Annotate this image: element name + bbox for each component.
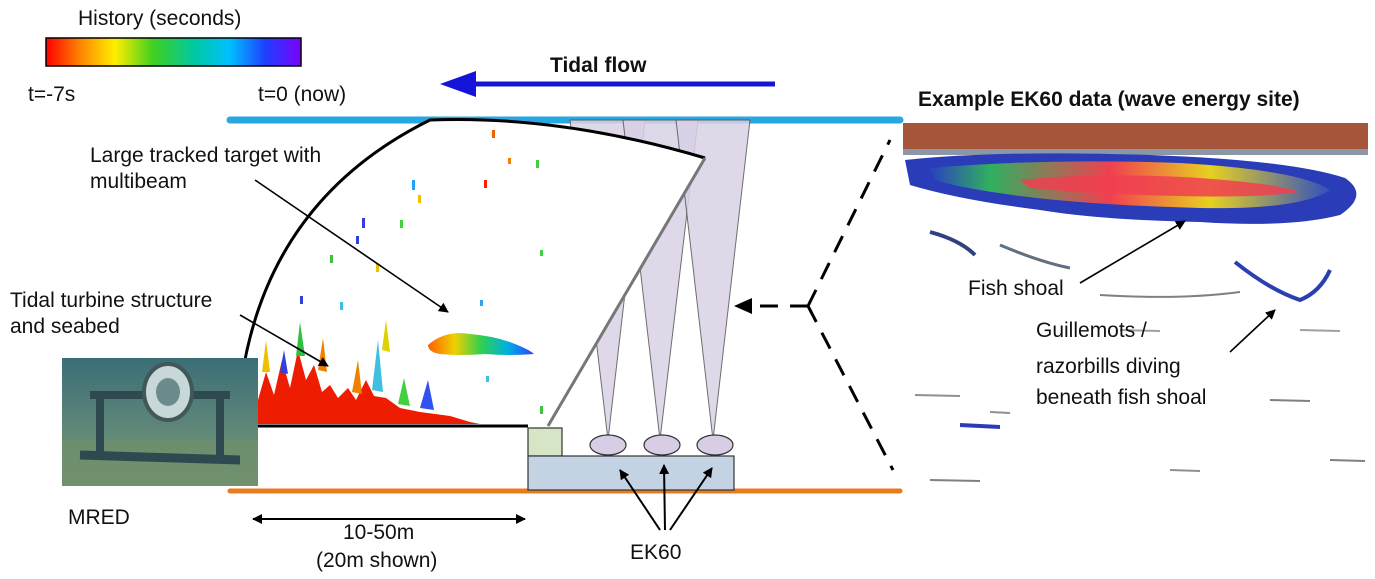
tidal-flow-label: Tidal flow	[550, 54, 647, 77]
ek60-transducer-3	[696, 434, 734, 456]
birds-label-line2: razorbills diving	[1036, 355, 1181, 378]
fish-shoal-pointer-arrow	[1079, 220, 1186, 284]
ek60-echogram	[903, 123, 1368, 490]
range-label-line2: (20m shown)	[316, 549, 438, 572]
seabed-returns	[240, 320, 480, 424]
echogram-callout	[734, 139, 895, 471]
legend-left-label: t=-7s	[28, 83, 76, 106]
turbine-label-line2: and seabed	[10, 315, 120, 338]
tidal-turbine-photo	[62, 358, 258, 486]
birds-label-line3: beneath fish shoal	[1036, 386, 1207, 409]
mred-label: MRED	[68, 506, 130, 529]
multibeam-sector	[235, 117, 707, 428]
legend-title: History (seconds)	[78, 7, 242, 30]
tidal-flow-arrow	[440, 71, 775, 97]
large-target-label-line2: multibeam	[90, 170, 187, 193]
birds-pointer-arrow	[1229, 309, 1276, 353]
turbine-pointer-arrow	[239, 314, 329, 367]
example-ek60-title: Example EK60 data (wave energy site)	[918, 88, 1300, 111]
ek60-label: EK60	[630, 541, 682, 564]
birds-label-line1: Guillemots /	[1036, 319, 1147, 342]
history-colorbar	[45, 37, 302, 67]
sensor-platform	[527, 455, 735, 491]
range-label-line1: 10-50m	[343, 521, 415, 544]
fish-shoal-label: Fish shoal	[968, 277, 1064, 300]
ek60-transducer-2	[643, 434, 681, 456]
large-target-label-line1: Large tracked target with	[90, 144, 322, 167]
tracked-target	[428, 333, 534, 355]
multibeam-speckles	[300, 130, 543, 414]
turbine-label-line1: Tidal turbine structure	[10, 289, 213, 312]
ek60-transducer-1	[589, 434, 627, 456]
ek60-pointer-arrows	[619, 464, 713, 531]
target-pointer-arrow	[254, 179, 449, 313]
legend-right-label: t=0 (now)	[258, 83, 347, 106]
multibeam-unit	[527, 427, 563, 457]
